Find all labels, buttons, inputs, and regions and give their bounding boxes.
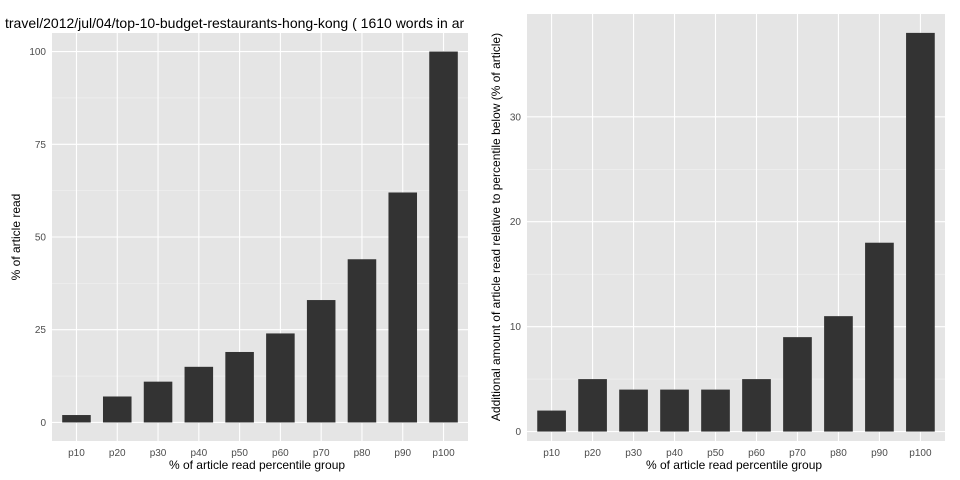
x-tick-label: p40 bbox=[666, 448, 683, 459]
bar-p60 bbox=[266, 333, 295, 423]
x-tick-label: p70 bbox=[313, 448, 330, 459]
bar-p20 bbox=[102, 396, 132, 423]
x-tick-label: p10 bbox=[68, 448, 85, 459]
x-tick-label: p80 bbox=[354, 448, 371, 459]
bar-p80 bbox=[824, 316, 853, 432]
x-tick-label: p70 bbox=[789, 448, 806, 459]
x-tick-label: p30 bbox=[625, 448, 642, 459]
x-tick-label: p100 bbox=[909, 448, 932, 459]
chart-right-y-ticks: 0 10 20 30 bbox=[510, 112, 522, 438]
bar-p50 bbox=[225, 351, 254, 423]
x-tick-label: p20 bbox=[109, 448, 126, 459]
bar-p80 bbox=[347, 259, 377, 423]
y-tick-label: 30 bbox=[510, 112, 522, 123]
x-tick-label: p90 bbox=[871, 448, 888, 459]
x-tick-label: p60 bbox=[272, 448, 289, 459]
chart-left-x-ticks: p10 p20 p30 p40 p50 p60 p70 p80 p90 p100 bbox=[68, 448, 455, 459]
y-tick-label: 75 bbox=[35, 140, 47, 151]
bar-p30 bbox=[143, 381, 173, 423]
chart-left-y-axis-title: % of article read bbox=[9, 194, 23, 281]
y-tick-label: 20 bbox=[510, 217, 522, 228]
chart-left-x-axis-title: % of article read percentile group bbox=[169, 458, 345, 472]
y-tick-label: 10 bbox=[510, 322, 522, 333]
bar-p10 bbox=[62, 415, 91, 423]
x-tick-label: p90 bbox=[394, 448, 411, 459]
bar-p100 bbox=[429, 51, 458, 423]
y-tick-label: 0 bbox=[515, 427, 521, 438]
x-tick-label: p50 bbox=[707, 448, 724, 459]
y-tick-label: 50 bbox=[35, 233, 47, 244]
chart-left-bars bbox=[62, 51, 458, 423]
y-tick-label: 100 bbox=[29, 47, 46, 58]
x-tick-label: p80 bbox=[830, 448, 847, 459]
x-tick-label: p100 bbox=[432, 448, 455, 459]
bar-p40 bbox=[184, 366, 214, 423]
x-tick-label: p60 bbox=[748, 448, 765, 459]
x-tick-label: p10 bbox=[543, 448, 560, 459]
bar-p20 bbox=[578, 379, 607, 432]
bar-p50 bbox=[701, 389, 730, 432]
x-tick-label: p30 bbox=[150, 448, 167, 459]
x-tick-label: p50 bbox=[231, 448, 248, 459]
x-tick-label: p40 bbox=[190, 448, 207, 459]
bar-p90 bbox=[388, 192, 418, 423]
chart-right-bars bbox=[537, 32, 935, 432]
chart-right-y-axis-title: Additional amount of article read relati… bbox=[489, 33, 503, 421]
chart-left-title: travel/2012/jul/04/top-10-budget-restaur… bbox=[5, 15, 465, 31]
x-tick-label: p20 bbox=[584, 448, 601, 459]
y-tick-label: 25 bbox=[35, 325, 47, 336]
bar-p70 bbox=[783, 337, 812, 432]
bar-p60 bbox=[742, 379, 771, 432]
bar-p100 bbox=[906, 32, 935, 432]
chart-left-y-ticks: 0 25 50 75 100 bbox=[29, 47, 46, 429]
y-tick-label: 0 bbox=[40, 418, 46, 429]
bar-p70 bbox=[306, 300, 336, 423]
bar-p10 bbox=[537, 410, 566, 432]
bar-p30 bbox=[619, 389, 648, 432]
bar-p40 bbox=[660, 389, 689, 432]
chart-right-x-axis-title: % of article read percentile group bbox=[646, 458, 822, 472]
bar-p90 bbox=[865, 242, 894, 432]
chart-right-x-ticks: p10 p20 p30 p40 p50 p60 p70 p80 p90 p100 bbox=[543, 448, 932, 459]
